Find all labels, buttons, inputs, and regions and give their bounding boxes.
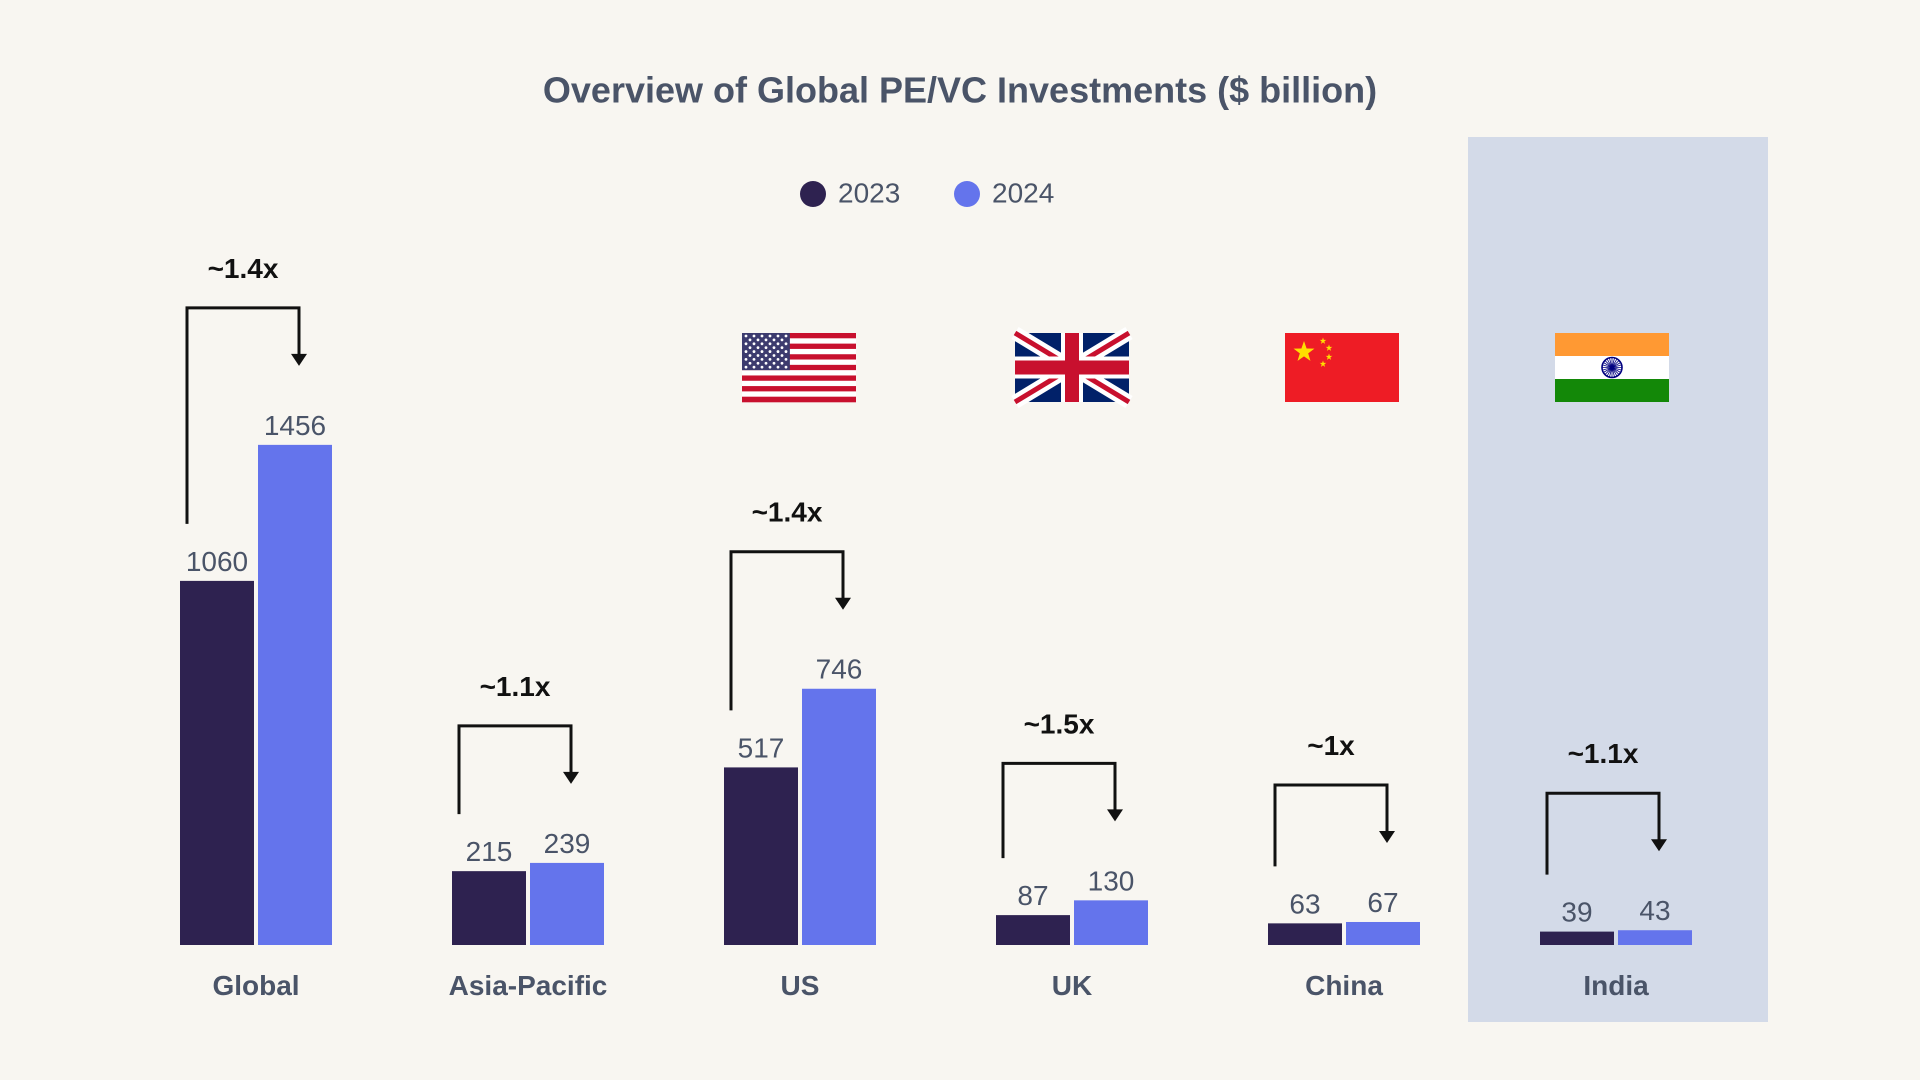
- category-group-us: 517 746 US ~1.4x: [724, 497, 876, 1001]
- value-label-china-2023: 63: [1289, 888, 1320, 919]
- bar-china-2023: [1268, 923, 1342, 945]
- category-label-asia-pacific: Asia-Pacific: [449, 970, 608, 1001]
- growth-label-uk: ~1.5x: [1024, 708, 1095, 739]
- category-group-uk: 87 130 UK ~1.5x: [996, 708, 1148, 1001]
- category-group-india: 39 43 India ~1.1x: [1540, 738, 1692, 1001]
- growth-label-global: ~1.4x: [208, 253, 279, 284]
- bar-uk-2023: [996, 915, 1070, 945]
- growth-arrow-china: [1273, 783, 1389, 867]
- growth-arrow-asia-pacific: [457, 724, 573, 815]
- bar-us-2024: [802, 688, 876, 945]
- bar-global-2023: [180, 580, 254, 945]
- value-label-us-2023: 517: [738, 732, 785, 763]
- bar-china-2024: [1346, 921, 1420, 945]
- uk-flag-icon: [1011, 327, 1133, 408]
- value-label-china-2024: 67: [1367, 887, 1398, 918]
- growth-arrowhead-china: [1379, 830, 1395, 843]
- growth-arrowhead-india: [1651, 839, 1667, 852]
- india-highlight-band: [1468, 137, 1768, 1022]
- growth-arrow-uk: [1001, 761, 1117, 859]
- bar-asia-pacific-2024: [530, 862, 604, 945]
- growth-arrow-india: [1545, 791, 1661, 875]
- legend-label-2024: 2024: [992, 177, 1054, 208]
- legend: 2023 2024: [800, 177, 1054, 208]
- growth-arrowhead-uk: [1107, 809, 1123, 822]
- value-label-asia-pacific-2024: 239: [544, 828, 591, 859]
- bar-india-2023: [1540, 931, 1614, 945]
- growth-label-us: ~1.4x: [752, 497, 823, 528]
- category-group-asia-pacific: 215 239 Asia-Pacific ~1.1x: [449, 671, 608, 1001]
- value-label-global-2024: 1456: [264, 410, 326, 441]
- value-label-us-2024: 746: [816, 654, 863, 685]
- legend-swatch-2024: [954, 181, 980, 207]
- category-group-china: 63 67 China ~1x: [1268, 730, 1420, 1001]
- chart-title: Overview of Global PE/VC Investments ($ …: [543, 70, 1377, 111]
- growth-arrowhead-us: [835, 597, 851, 610]
- growth-arrowhead-global: [291, 353, 307, 366]
- us-flag-icon: [742, 333, 856, 403]
- growth-arrowhead-asia-pacific: [563, 771, 579, 784]
- legend-swatch-2023: [800, 181, 826, 207]
- growth-arrow-us: [729, 550, 845, 711]
- growth-label-asia-pacific: ~1.1x: [480, 671, 551, 702]
- value-label-uk-2023: 87: [1017, 880, 1048, 911]
- bar-asia-pacific-2023: [452, 871, 526, 945]
- india-flag-icon: [1555, 333, 1669, 402]
- category-label-uk: UK: [1052, 970, 1092, 1001]
- bar-global-2024: [258, 444, 332, 945]
- growth-label-china: ~1x: [1307, 730, 1355, 761]
- bars-layer: 1060 1456 Global ~1.4x 215 239 Asia-Pacific ~1.…: [180, 253, 1692, 1001]
- legend-label-2023: 2023: [838, 177, 900, 208]
- value-label-india-2023: 39: [1561, 897, 1592, 928]
- category-group-global: 1060 1456 Global ~1.4x: [180, 253, 332, 1001]
- china-flag-icon: [1285, 333, 1399, 402]
- growth-label-india: ~1.1x: [1568, 738, 1639, 769]
- category-label-us: US: [781, 970, 820, 1001]
- growth-arrow-global: [185, 306, 301, 524]
- value-label-uk-2024: 130: [1088, 865, 1135, 896]
- category-label-global: Global: [212, 970, 299, 1001]
- value-label-india-2024: 43: [1639, 895, 1670, 926]
- category-label-china: China: [1305, 970, 1383, 1001]
- category-label-india: India: [1583, 970, 1649, 1001]
- flags-layer: [742, 327, 1669, 408]
- bar-uk-2024: [1074, 900, 1148, 945]
- bar-india-2024: [1618, 930, 1692, 945]
- bar-us-2023: [724, 767, 798, 945]
- value-label-global-2023: 1060: [186, 546, 248, 577]
- value-label-asia-pacific-2023: 215: [466, 836, 513, 867]
